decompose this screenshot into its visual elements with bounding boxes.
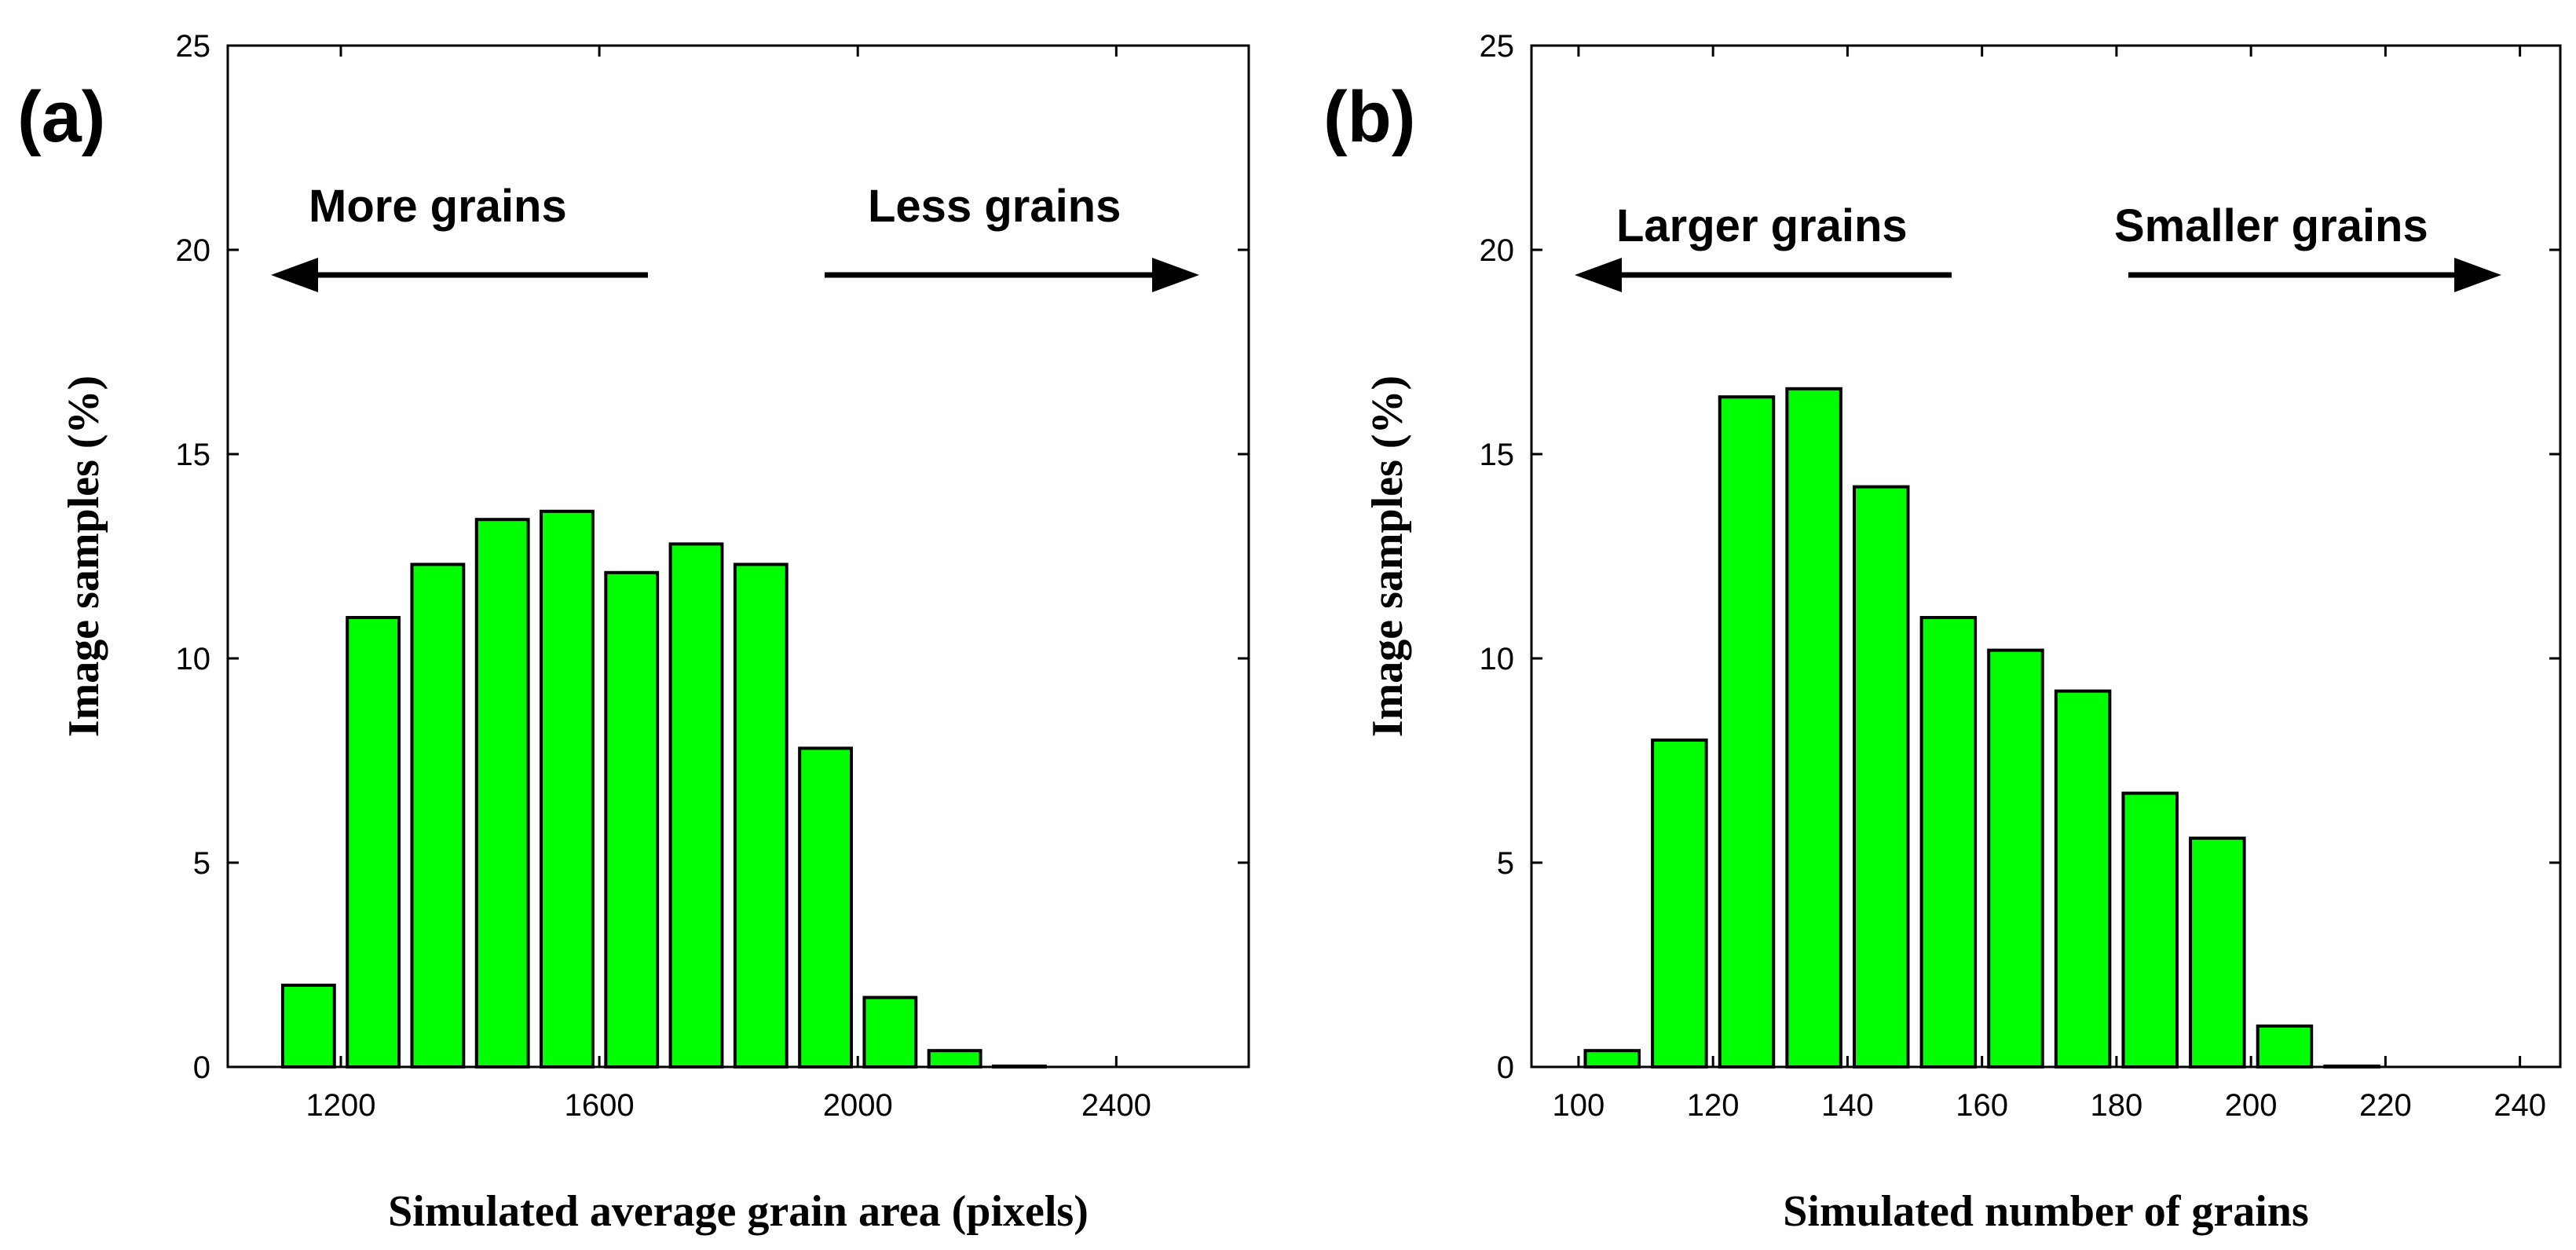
panel-b-right-arrow (2128, 258, 2501, 292)
panel-b-bar-135 (1785, 387, 1842, 1069)
panel-b-plot-frame (1530, 44, 2562, 1069)
panel-b-y-axis-title: Image samples (%) (1363, 376, 1412, 737)
panel-b-x-ticks: 100 120 140 160 180 200 220 240 (1553, 46, 2546, 1123)
panel-a-bar-1550 (540, 509, 595, 1069)
panel-b-x-tick-label-180: 180 (2091, 1088, 2143, 1123)
panel-a-bar-1950 (798, 746, 853, 1069)
panel-a-bar-1150 (280, 984, 336, 1069)
panel-a-x-ticks: 1200 1600 2000 2400 (306, 46, 1151, 1123)
panel-a-y-tick-label-0: 0 (193, 1050, 210, 1085)
panel-a-annotation-less-grains: Less grains (868, 181, 1121, 232)
panel-a-x-tick-label-2000: 2000 (823, 1088, 893, 1123)
panel-a-y-axis-title: Image samples (%) (60, 376, 108, 737)
panel-a-bar-1750 (668, 542, 724, 1069)
panel-b-annotation-smaller-grains: Smaller grains (2114, 200, 2428, 251)
panel-a-bar-1650 (604, 570, 660, 1069)
panel-a-bars (280, 509, 1047, 1069)
panel-b-x-tick-label-220: 220 (2359, 1088, 2412, 1123)
panel-b-bar-155 (1919, 616, 1978, 1069)
panel-b-bar-125 (1718, 395, 1776, 1069)
panel-b-x-tick-label-120: 120 (1687, 1088, 1740, 1123)
panel-b-x-tick-label-200: 200 (2225, 1088, 2278, 1123)
panel-b-bars (1583, 387, 2380, 1069)
panel-b-y-tick-label-10: 10 (1480, 642, 1515, 676)
panel-b-y-tick-label-20: 20 (1480, 233, 1515, 268)
panel-b-label: (b) (1323, 77, 1415, 157)
panel-b-y-tick-label-25: 25 (1480, 29, 1515, 64)
panel-a-y-ticks: 0 5 10 15 20 25 (176, 29, 1249, 1085)
panel-a-bar-1350 (410, 563, 466, 1069)
panel-b-x-tick-label-240: 240 (2494, 1088, 2546, 1123)
panel-b-x-axis-title: Simulated number of grains (1783, 1187, 2308, 1236)
panel-a-right-arrow (825, 258, 1199, 292)
panel-b-bar-115 (1651, 739, 1708, 1069)
panel-b-y-ticks: 0 5 10 15 20 25 (1480, 29, 2560, 1085)
panel-a-left-arrow (271, 258, 648, 292)
panel-a-y-tick-label-25: 25 (176, 29, 211, 64)
panel-a-y-tick-label-10: 10 (176, 642, 211, 676)
panel-b-bar-175 (2054, 689, 2112, 1069)
panel-b-x-tick-label-160: 160 (1956, 1088, 2008, 1123)
panel-a: (a) 0 5 10 15 20 25 1200 1600 2000 2400 More gra… (17, 29, 1250, 1236)
panel-a-bar-2150 (927, 1049, 982, 1069)
panel-a-x-axis-title: Simulated average grain area (pixels) (388, 1187, 1089, 1236)
panel-a-x-tick-label-1200: 1200 (306, 1088, 375, 1123)
panel-a-y-tick-label-15: 15 (176, 438, 211, 472)
panel-a-bar-2250 (992, 1064, 1047, 1069)
panel-b-bar-215 (2323, 1064, 2380, 1069)
panel-a-bar-1850 (733, 563, 789, 1069)
panel-b-y-tick-label-5: 5 (1497, 846, 1514, 881)
panel-b-bar-185 (2121, 791, 2179, 1069)
panel-b-y-tick-label-15: 15 (1480, 438, 1515, 472)
panel-b-bar-105 (1583, 1049, 1641, 1069)
panel-a-bar-1250 (346, 616, 401, 1069)
panel-b-x-tick-label-100: 100 (1553, 1088, 1605, 1123)
panel-b-bar-165 (1987, 648, 2044, 1069)
panel-b-left-arrow (1575, 258, 1952, 292)
panel-b-x-tick-label-140: 140 (1821, 1088, 1874, 1123)
panel-a-annotation-more-grains: More grains (309, 181, 567, 232)
panel-b-bar-195 (2189, 836, 2246, 1069)
panel-b-annotation-larger-grains: Larger grains (1616, 200, 1908, 251)
panel-a-bar-1450 (474, 518, 530, 1069)
panel-a-label: (a) (17, 77, 105, 157)
panel-a-y-tick-label-5: 5 (193, 846, 210, 881)
panel-a-bar-2050 (862, 995, 918, 1069)
panel-b-bar-145 (1852, 485, 1910, 1069)
panel-a-x-tick-label-2400: 2400 (1081, 1088, 1151, 1123)
panel-b-y-tick-label-0: 0 (1497, 1050, 1514, 1085)
panel-b-bar-205 (2256, 1025, 2314, 1069)
panel-a-y-tick-label-20: 20 (176, 233, 211, 268)
panel-a-x-tick-label-1600: 1600 (565, 1088, 635, 1123)
